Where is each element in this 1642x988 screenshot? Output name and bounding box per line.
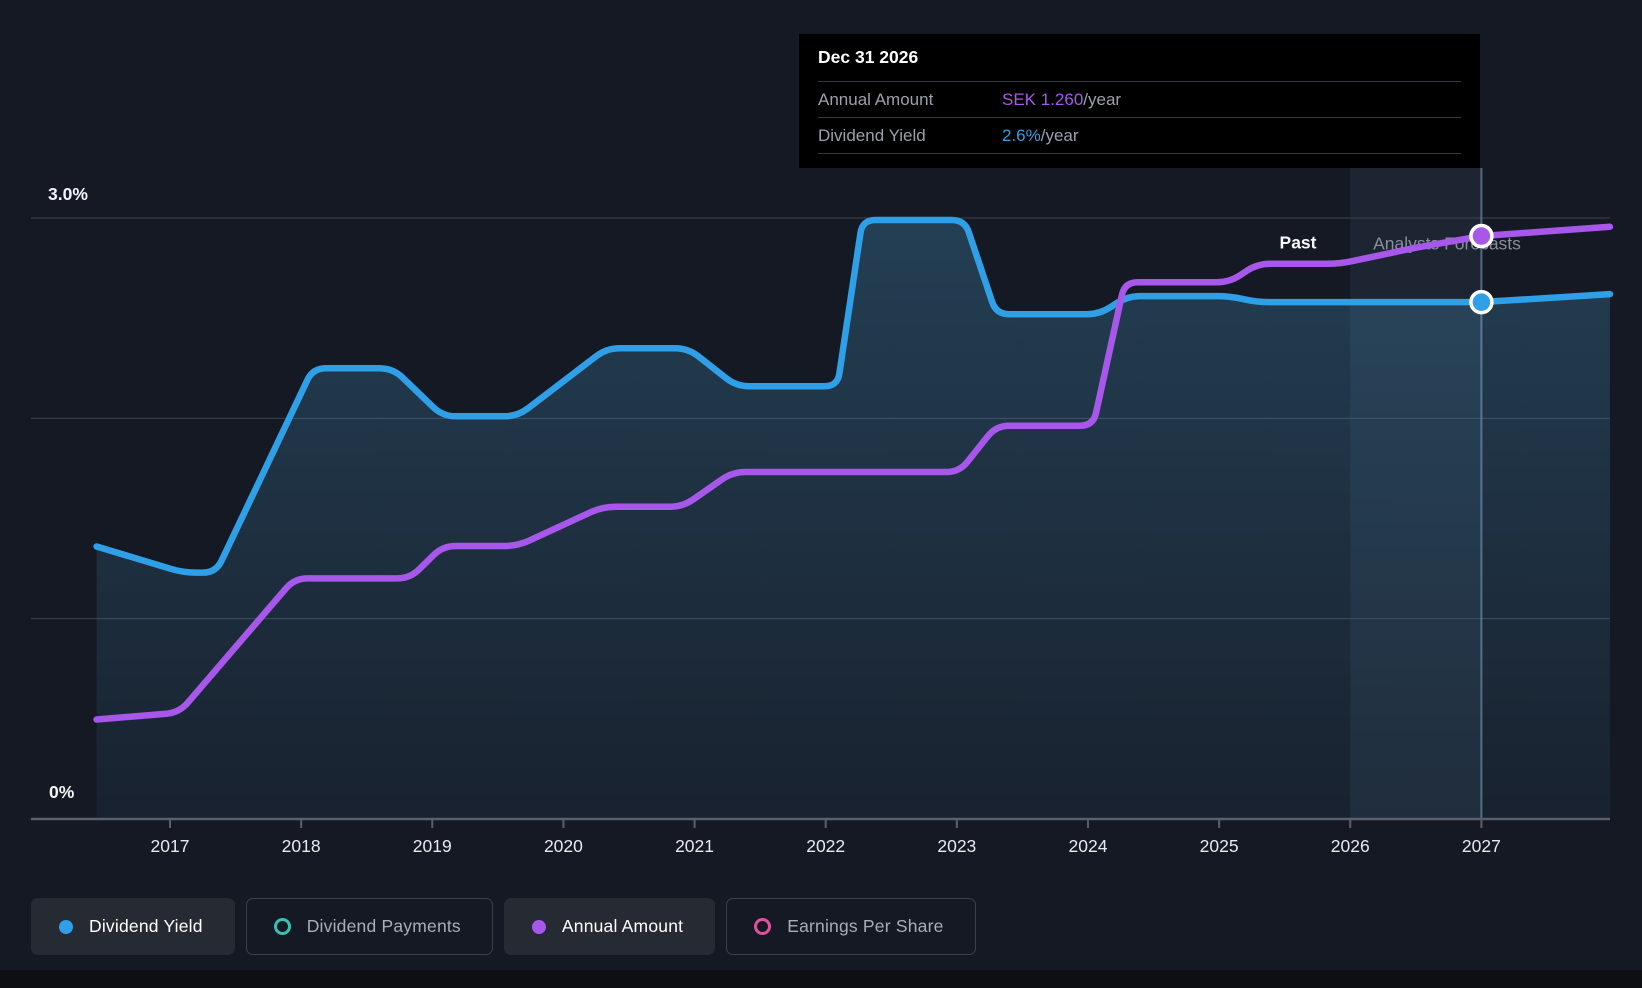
dividend-yield-line [93, 216, 1614, 576]
past-label: Past [1279, 232, 1317, 253]
forecast-band [1350, 168, 1482, 819]
x-axis-label-2021: 2021 [675, 836, 715, 856]
x-axis-label-2020: 2020 [543, 836, 583, 856]
legend-dot-ring [754, 918, 772, 935]
x-axis-label-2026: 2026 [1330, 836, 1370, 856]
x-axis-label-2019: 2019 [412, 836, 452, 856]
x-axis-line [31, 817, 1610, 828]
x-axis-label-2017: 2017 [150, 836, 190, 856]
legend-annual-amount[interactable]: Annual Amount [503, 898, 716, 955]
legend-dot-ring [273, 918, 291, 935]
legend-label: Dividend Payments [306, 916, 461, 936]
x-axis-label-2027: 2027 [1461, 836, 1501, 856]
y-axis-label-zero: 0% [49, 782, 75, 802]
legend-dot-filled [59, 919, 73, 934]
gridlines [31, 217, 1610, 620]
tooltip-row-value: SEK 1.260 [1002, 89, 1084, 109]
x-axis-label-2024: 2024 [1068, 836, 1108, 856]
tooltip-row-value: 2.6% [1002, 125, 1041, 145]
analysts-forecasts-label: Analysts Forecasts [1373, 233, 1521, 254]
dividend-yield-area-fill [96, 220, 1610, 819]
tooltip-row-suffix: /year [1083, 89, 1122, 109]
x-axis-label-2022: 2022 [806, 836, 846, 856]
y-axis-label-top: 3.0% [48, 184, 88, 204]
tooltip-row-label: Annual Amount [818, 89, 934, 109]
tooltip-row-suffix: /year [1040, 125, 1079, 145]
annual-amount-line [93, 223, 1614, 723]
legend-dividend-payments[interactable]: Dividend Payments [245, 898, 493, 955]
bottom-bar [0, 970, 1642, 988]
legend-label: Earnings Per Share [787, 916, 944, 936]
tooltip-row-dividend-yield: Dividend Yield 2.6%/year [818, 117, 1461, 153]
tooltip-row-label: Dividend Yield [818, 125, 926, 145]
legend-dot-filled [531, 919, 546, 934]
tooltip-date: Dec 31 2026 [818, 47, 919, 67]
legend-dividend-yield[interactable]: Dividend Yield [31, 898, 235, 955]
legend-earnings-per-share[interactable]: Earnings Per Share [726, 898, 976, 955]
dividend-yield-marker [1469, 289, 1494, 315]
chart-legend: Dividend Yield Dividend Payments Annual Am… [31, 898, 976, 955]
legend-label: Dividend Yield [89, 916, 203, 936]
x-axis-label-2025: 2025 [1199, 836, 1239, 856]
tooltip-row-annual-amount: Annual Amount SEK 1.260/year [818, 81, 1461, 117]
legend-label: Annual Amount [561, 916, 684, 936]
x-axis-label-2023: 2023 [937, 836, 977, 856]
x-axis-label-2018: 2018 [281, 836, 321, 856]
chart-tooltip: Dec 31 2026 Annual Amount SEK 1.260/year D… [799, 34, 1480, 168]
